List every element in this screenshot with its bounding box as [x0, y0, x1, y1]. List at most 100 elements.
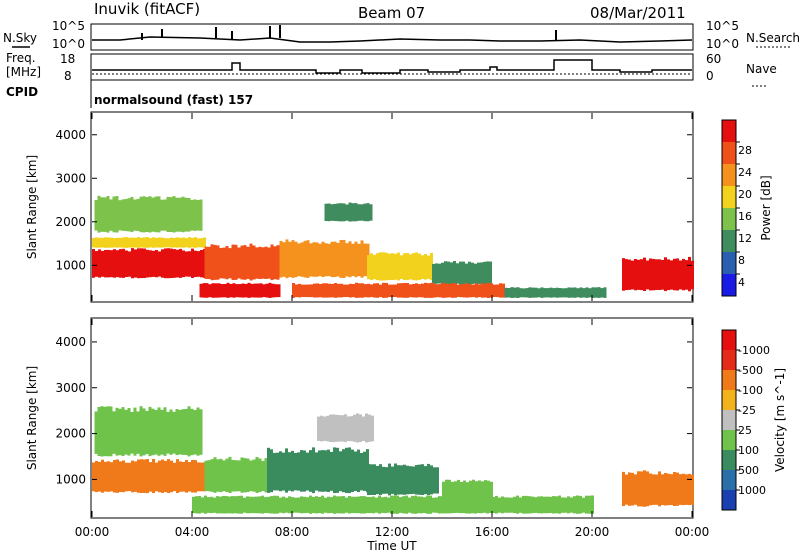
y-tick-label: 2000	[55, 427, 86, 441]
heatmap-cell	[354, 241, 358, 278]
heatmap-cell	[185, 238, 188, 248]
y-tick-label: 3000	[55, 381, 86, 395]
heatmap-cell	[456, 263, 459, 284]
heatmap-cell	[166, 411, 170, 454]
heatmap-cell	[340, 283, 343, 298]
heatmap-cell	[228, 496, 231, 514]
heatmap-cell	[172, 196, 176, 233]
heatmap-cell	[385, 252, 388, 281]
heatmap-cell	[133, 199, 137, 231]
heatmap-cell	[502, 283, 505, 298]
heatmap-cell	[418, 253, 421, 280]
heatmap-cell	[185, 460, 188, 493]
heatmap-cell	[190, 199, 194, 231]
heatmap-cell	[325, 283, 328, 298]
heatmap-cell	[347, 416, 350, 441]
heatmap-cell	[279, 497, 282, 513]
heatmap-cell	[235, 284, 239, 298]
heatmap-cell	[306, 497, 309, 513]
heatmap-cell	[350, 416, 353, 442]
heatmap-cell	[495, 495, 498, 514]
heatmap-cell	[276, 452, 279, 491]
heatmap-cell	[421, 283, 424, 298]
heatmap-cell	[324, 203, 328, 221]
heatmap-cell	[341, 415, 344, 442]
heatmap-cell	[228, 248, 232, 279]
heatmap-cell	[234, 244, 238, 280]
heatmap-cell	[453, 261, 456, 285]
heatmap-cell	[339, 451, 342, 492]
heatmap-cell	[101, 250, 104, 277]
heatmap-cell	[116, 250, 119, 278]
colorbar-swatch	[722, 350, 736, 370]
heatmap-cell	[264, 497, 267, 513]
colorbar-swatch	[722, 274, 736, 296]
heatmap-cell	[333, 241, 337, 278]
heatmap-cell	[295, 284, 298, 298]
heatmap-cell	[203, 237, 206, 248]
heatmap-cell	[303, 496, 306, 514]
heatmap-cell	[357, 243, 361, 277]
search-tick-top: 10^5	[706, 19, 739, 33]
power-colorbar-label: Power [dB]	[759, 175, 773, 240]
heatmap-cell	[222, 460, 226, 492]
heatmap-cell	[107, 237, 110, 248]
heatmap-cell	[531, 287, 535, 298]
colorbar-swatch	[722, 230, 736, 252]
heatmap-cell	[421, 464, 424, 495]
power-y-ticks: 1000 2000 3000 4000	[55, 128, 692, 272]
colorbar-tick-label: 24	[738, 166, 752, 179]
heatmap-cell	[193, 410, 197, 455]
heatmap-cell	[151, 408, 155, 456]
heatmap-cell	[112, 196, 116, 233]
heatmap-cell	[438, 496, 441, 514]
heatmap-cell	[634, 474, 637, 505]
heatmap-cell	[358, 283, 361, 298]
heatmap-cell	[291, 240, 295, 278]
heatmap-cell	[336, 203, 340, 222]
heatmap-cell	[415, 465, 418, 495]
heatmap-cell	[411, 495, 414, 514]
heatmap-cell	[115, 407, 119, 456]
heatmap-cell	[667, 259, 670, 291]
heatmap-cell	[225, 458, 229, 493]
heatmap-cell	[339, 240, 343, 278]
heatmap-cell	[453, 497, 456, 513]
heatmap-cell	[441, 496, 444, 514]
heatmap-cell	[110, 237, 113, 248]
heatmap-cell	[432, 263, 435, 284]
heatmap-cell	[304, 284, 307, 297]
power-colorbar-ticks: 4 8 12 16 20 24 28	[736, 141, 752, 289]
heatmap-cell	[309, 495, 312, 514]
heatmap-cell	[379, 464, 382, 495]
heatmap-cell	[444, 261, 447, 285]
heatmap-cell	[376, 465, 379, 495]
heatmap-cell	[673, 258, 676, 291]
heatmap-cell	[480, 496, 483, 514]
heatmap-cell	[382, 466, 385, 494]
heatmap-cell	[199, 199, 203, 231]
heatmap-cell	[334, 283, 337, 298]
freq-tick-bottom: 8	[64, 69, 72, 83]
heatmap-cell	[400, 255, 403, 279]
velocity-colorbar-swatches	[722, 330, 736, 510]
heatmap-cell	[448, 479, 451, 503]
heatmap-cell	[582, 288, 586, 298]
heatmap-cell	[400, 465, 403, 495]
velocity-colorbar-label: Velocity [m s^-1]	[773, 368, 787, 472]
heatmap-cell	[345, 204, 349, 221]
heatmap-cell	[273, 495, 276, 514]
heatmap-cell	[634, 259, 637, 291]
colorbar-swatch	[722, 430, 736, 450]
heatmap-cell	[462, 261, 465, 285]
heatmap-cell	[191, 248, 194, 278]
heatmap-cell	[397, 465, 400, 495]
heatmap-cell	[519, 288, 523, 298]
heatmap-cell	[197, 462, 200, 492]
heatmap-cell	[670, 260, 673, 290]
heatmap-cell	[104, 250, 107, 278]
heatmap-cell	[315, 452, 318, 491]
sky-tick-bottom: 10^0	[52, 37, 85, 51]
y-tick-label: 4000	[55, 128, 86, 142]
heatmap-cell	[139, 406, 143, 457]
